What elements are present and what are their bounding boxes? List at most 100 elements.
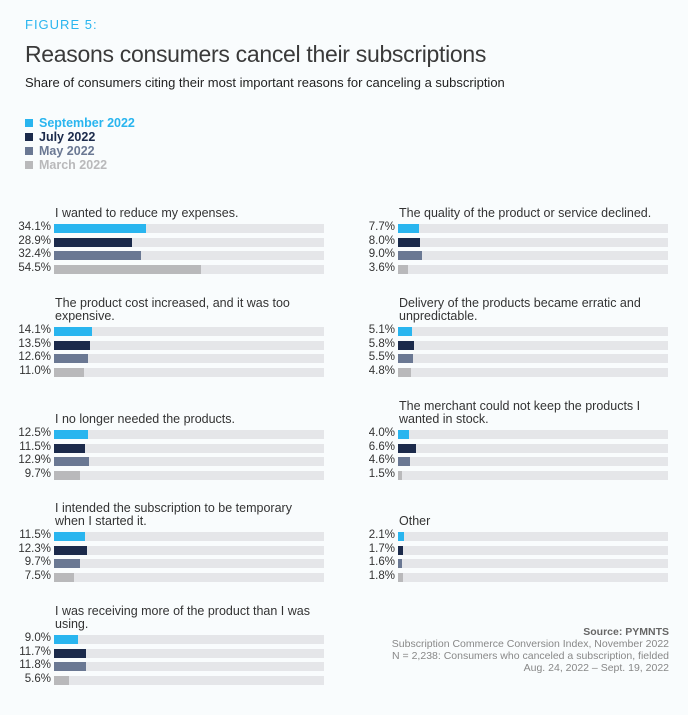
bar-track <box>54 251 324 260</box>
bar-may-2022 <box>398 354 413 363</box>
bar-march-2022 <box>398 264 408 274</box>
data-label: 2.1% <box>368 529 395 541</box>
source-label: Source: PYMNTS <box>583 626 669 638</box>
bar-row: 11.8% <box>10 659 330 674</box>
bar-row: 12.5% <box>10 427 330 442</box>
data-label: 5.8% <box>368 337 395 350</box>
bar-september-2022 <box>398 327 412 336</box>
bar-track <box>398 224 668 233</box>
category-label: I intended the subscription to be tempor… <box>55 501 292 528</box>
bar-track <box>398 572 668 582</box>
bar-july-2022 <box>398 340 414 350</box>
data-label: 12.5% <box>18 427 51 439</box>
source-line: Aug. 24, 2022 – Sept. 19, 2022 <box>523 662 669 674</box>
bar-row: 5.8% <box>354 337 674 353</box>
data-label: 11.5% <box>19 440 51 453</box>
data-label: 34.1% <box>18 221 51 233</box>
category-label: Delivery of the products became erratic … <box>399 296 641 323</box>
bar-track <box>54 635 324 644</box>
legend-label: March 2022 <box>39 158 108 172</box>
bar-track <box>398 340 668 350</box>
data-label: 9.0% <box>368 248 395 260</box>
legend-item: May 2022 <box>25 144 135 158</box>
bar-row: 5.6% <box>10 673 330 688</box>
bar-row: 5.1% <box>354 324 674 339</box>
bar-track <box>54 430 324 439</box>
legend-item: September 2022 <box>25 116 135 130</box>
bar-row: 5.5% <box>354 351 674 366</box>
bar-row: 14.1% <box>10 324 330 339</box>
source-note: Source: PYMNTS Subscription Commerce Con… <box>392 626 669 674</box>
bar-may-2022 <box>398 457 411 466</box>
bar-track <box>54 443 324 453</box>
bar-may-2022 <box>398 559 403 568</box>
bar-march-2022 <box>54 264 202 274</box>
data-label: 9.0% <box>24 632 51 644</box>
bar-row: 28.9% <box>10 235 330 250</box>
bar-track <box>54 675 324 685</box>
bar-september-2022 <box>54 327 93 336</box>
data-label: 11.7% <box>19 645 51 658</box>
category-label: I wanted to reduce my expenses. <box>55 206 239 220</box>
bar-july-2022 <box>398 237 420 247</box>
bar-july-2022 <box>54 340 91 350</box>
legend-swatch-icon <box>25 119 33 127</box>
bar-march-2022 <box>398 367 411 377</box>
category-label: Other <box>399 514 431 528</box>
bar-september-2022 <box>54 224 147 233</box>
bar-row: 11.7% <box>10 645 330 661</box>
bar-september-2022 <box>398 532 404 541</box>
data-label: 1.5% <box>368 467 395 480</box>
data-label: 14.1% <box>18 324 51 336</box>
bar-group: I was receiving more of the product than… <box>10 605 330 688</box>
data-label: 7.7% <box>368 221 395 233</box>
bar-track <box>398 430 668 439</box>
bar-july-2022 <box>54 237 133 247</box>
data-label: 32.4% <box>18 248 51 260</box>
bar-track <box>54 470 324 480</box>
bar-july-2022 <box>54 443 86 453</box>
legend-label: September 2022 <box>39 116 135 130</box>
legend-label: May 2022 <box>39 144 95 158</box>
bar-march-2022 <box>398 470 403 480</box>
category-label: I was receiving more of the product than… <box>55 604 310 631</box>
bar-track <box>54 559 324 568</box>
bar-track <box>54 327 324 336</box>
bar-track <box>54 367 324 377</box>
bar-row: 4.8% <box>354 365 674 380</box>
bar-row: 1.8% <box>354 569 674 585</box>
data-label: 3.6% <box>368 261 395 274</box>
bar-march-2022 <box>54 367 84 377</box>
data-label: 9.7% <box>24 467 51 480</box>
bar-track <box>398 545 668 555</box>
data-label: 6.6% <box>368 440 395 453</box>
bar-track <box>54 237 324 247</box>
chart-title: Reasons consumers cancel their subscript… <box>25 41 487 67</box>
data-label: 1.7% <box>368 542 395 555</box>
bar-march-2022 <box>54 675 70 685</box>
bar-may-2022 <box>54 559 81 568</box>
bar-row: 1.7% <box>354 542 674 558</box>
bar-row: 54.5% <box>10 262 330 277</box>
legend-item: July 2022 <box>25 130 135 144</box>
bar-row: 6.6% <box>354 440 674 456</box>
legend: September 2022 July 2022 May 2022 March 202… <box>25 116 135 172</box>
category-label: The merchant could not keep the products… <box>399 399 641 426</box>
bar-may-2022 <box>54 662 86 671</box>
bar-july-2022 <box>398 545 403 555</box>
bar-row: 13.5% <box>10 338 330 353</box>
bar-row: 3.6% <box>354 261 674 277</box>
bar-row: 34.1% <box>10 221 330 236</box>
bar-track <box>398 264 668 274</box>
category-label: I no longer needed the products. <box>55 412 235 426</box>
bar-group: Delivery of the products became erratic … <box>354 297 674 380</box>
bar-group: The quality of the product or service de… <box>354 207 674 277</box>
category-label: The quality of the product or service de… <box>399 206 652 220</box>
bar-track <box>398 251 668 260</box>
bar-row: 9.0% <box>10 632 330 647</box>
data-label: 11.8% <box>19 659 51 671</box>
legend-swatch-icon <box>25 147 33 155</box>
data-label: 1.6% <box>368 556 395 568</box>
bar-row: 4.6% <box>354 454 674 469</box>
data-label: 1.8% <box>368 569 395 582</box>
